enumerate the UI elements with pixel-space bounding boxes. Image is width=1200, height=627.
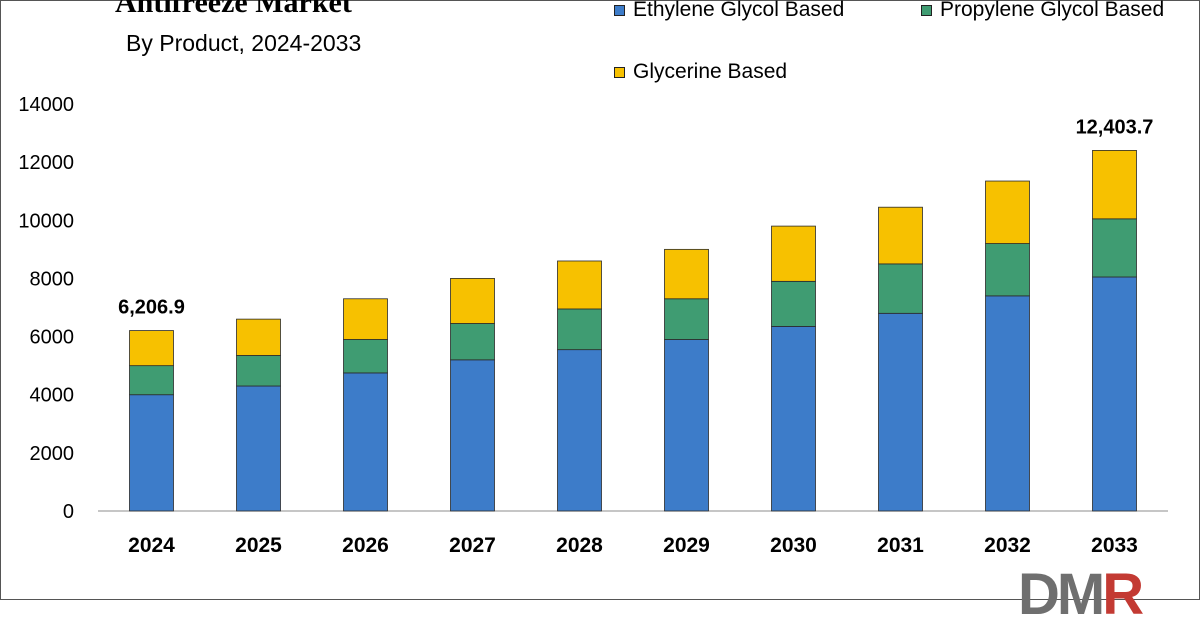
bar-propylene-2026 <box>343 339 388 374</box>
x-tick-label: 2027 <box>449 534 496 557</box>
x-tick-label: 2028 <box>556 534 603 557</box>
bar-ethylene-2028 <box>557 349 602 512</box>
bar-glycerine-2026 <box>343 298 388 340</box>
bar-glycerine-2033 <box>1092 150 1137 220</box>
legend-swatch-ethylene <box>614 4 625 16</box>
x-tick-label: 2030 <box>770 534 817 557</box>
bar-ethylene-2033 <box>1092 276 1137 512</box>
x-tick-label: 2026 <box>342 534 389 557</box>
legend-label-propylene: Propylene Glycol Based <box>940 0 1165 21</box>
bar-glycerine-2030 <box>771 225 816 282</box>
data-label-2033: 12,403.7 <box>1076 116 1154 138</box>
bar-ethylene-2030 <box>771 325 816 512</box>
data-label-2024: 6,206.9 <box>118 297 185 319</box>
y-tick-label: 4000 <box>30 385 75 407</box>
y-tick-label: 10000 <box>18 210 74 232</box>
chart-subtitle: By Product, 2024-2033 <box>126 30 362 56</box>
chart-title: Antifreeze Market <box>115 0 352 19</box>
bar-propylene-2024 <box>129 365 174 396</box>
bar-glycerine-2024 <box>129 330 174 367</box>
bar-propylene-2033 <box>1092 218 1137 278</box>
y-tick-label: 12000 <box>18 152 74 174</box>
legend-swatch-glycerine <box>614 66 625 78</box>
logo-accent-text: R <box>1102 562 1144 627</box>
y-tick-label: 0 <box>63 501 74 523</box>
bar-glycerine-2029 <box>664 248 709 300</box>
x-tick-label: 2025 <box>235 534 282 557</box>
bar-propylene-2029 <box>664 298 709 340</box>
bar-glycerine-2031 <box>878 206 923 265</box>
bar-propylene-2030 <box>771 280 816 327</box>
x-tick-label: 2032 <box>984 534 1031 557</box>
y-tick-label: 8000 <box>30 268 75 290</box>
bar-propylene-2031 <box>878 263 923 314</box>
bar-ethylene-2032 <box>985 295 1030 512</box>
legend-label-glycerine: Glycerine Based <box>633 60 788 83</box>
bar-ethylene-2026 <box>343 372 388 512</box>
legend-label-ethylene: Ethylene Glycol Based <box>633 0 845 21</box>
logo-main-text: DM <box>1018 562 1105 627</box>
legend-item-ethylene: Ethylene Glycol Based <box>614 0 844 22</box>
bar-propylene-2032 <box>985 243 1030 297</box>
bar-glycerine-2025 <box>236 318 281 356</box>
x-tick-label: 2029 <box>663 534 710 557</box>
bar-glycerine-2032 <box>985 180 1030 244</box>
legend-swatch-propylene <box>921 4 932 16</box>
bar-glycerine-2028 <box>557 260 602 310</box>
bar-propylene-2028 <box>557 308 602 351</box>
legend-item-propylene: Propylene Glycol Based <box>921 0 1164 22</box>
bar-propylene-2027 <box>450 323 495 361</box>
y-tick-label: 2000 <box>30 443 75 465</box>
bar-glycerine-2027 <box>450 278 495 324</box>
bar-ethylene-2031 <box>878 312 923 512</box>
bar-ethylene-2027 <box>450 359 495 512</box>
legend-item-glycerine: Glycerine Based <box>614 60 787 84</box>
bar-ethylene-2024 <box>129 394 174 512</box>
y-tick-label: 6000 <box>30 327 75 349</box>
bar-ethylene-2029 <box>664 339 709 512</box>
x-tick-label: 2024 <box>128 534 175 557</box>
bar-ethylene-2025 <box>236 385 281 512</box>
company-logo: DMR <box>1018 566 1144 624</box>
bar-propylene-2025 <box>236 355 281 387</box>
chart-plot-area: 0 2000 4000 6000 8000 10000 12000 14000 2024 2025… <box>18 94 1168 557</box>
x-tick-label: 2033 <box>1091 534 1138 557</box>
y-tick-label: 14000 <box>18 94 74 116</box>
x-tick-label: 2031 <box>877 534 924 557</box>
